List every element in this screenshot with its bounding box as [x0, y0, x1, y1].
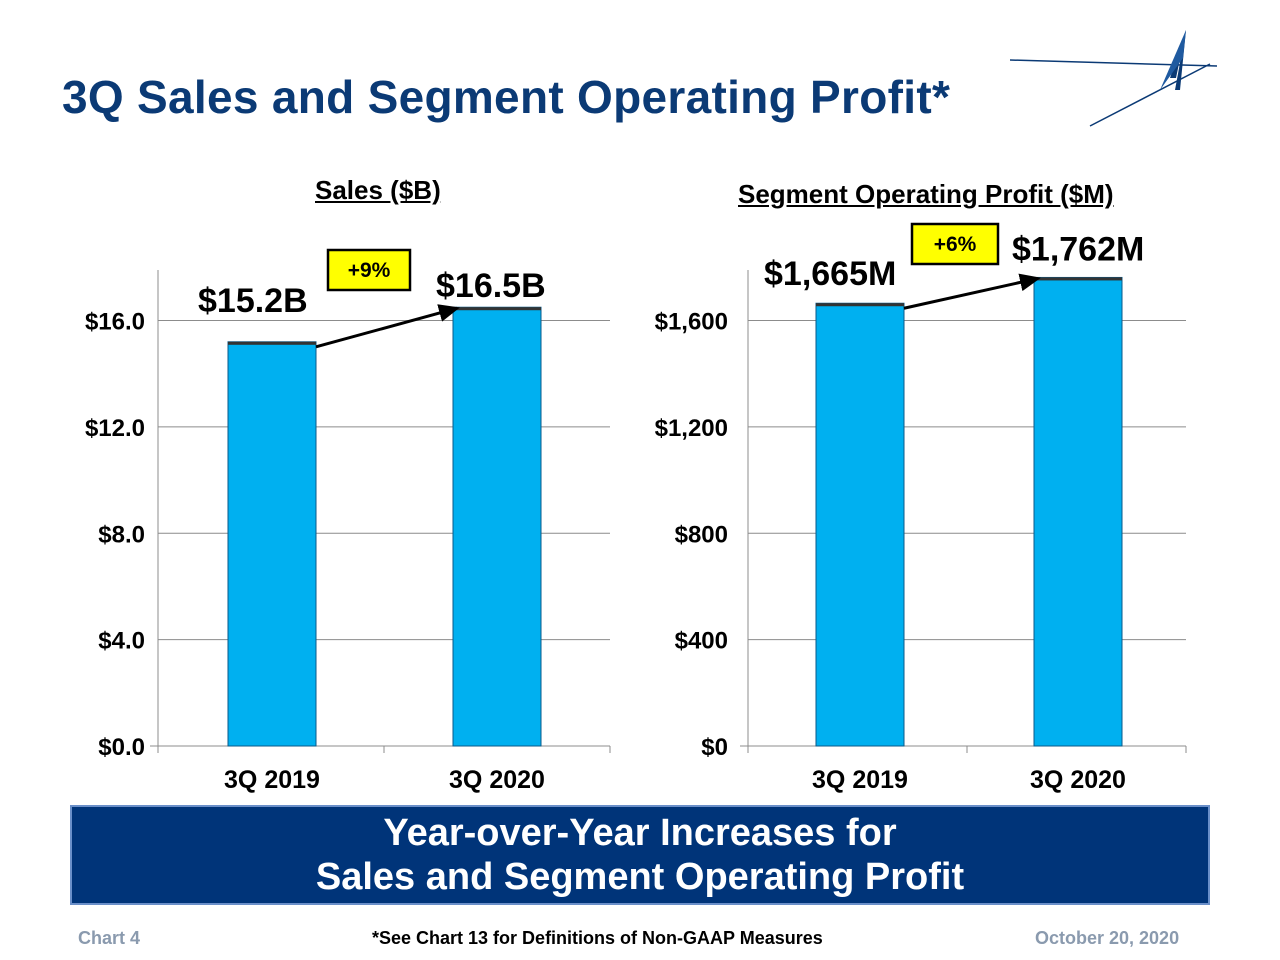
sales-bar-top-edge: [453, 307, 541, 311]
profit-y-tick-label: $1,600: [655, 309, 728, 336]
profit-value-label: $1,762M: [1012, 230, 1144, 268]
footer-date: October 20, 2020: [1035, 928, 1180, 948]
banner-line-1: Year-over-Year Increases for: [383, 812, 897, 854]
sales-y-tick-label: $0.0: [98, 734, 145, 761]
profit-y-tick-label: $400: [675, 628, 728, 655]
slide-title: 3Q Sales and Segment Operating Profit*: [62, 71, 951, 123]
sales-bar-top-edge: [228, 341, 316, 345]
sales-value-label: $15.2B: [198, 282, 308, 320]
profit-chart-title: Segment Operating Profit ($M): [738, 179, 1114, 209]
sales-y-tick-label: $4.0: [98, 628, 145, 655]
sales-value-label: $16.5B: [436, 267, 546, 305]
sales-chart-title: Sales ($B): [315, 175, 441, 205]
profit-value-label: $1,665M: [764, 255, 896, 293]
sales-bar: [452, 306, 542, 747]
profit-category-label: 3Q 2020: [1030, 766, 1126, 794]
sales-y-tick-label: $12.0: [85, 415, 145, 442]
footer-chart-number: Chart 4: [78, 928, 141, 948]
summary-banner: Year-over-Year Increases for Sales and S…: [70, 805, 1210, 905]
footer-note: *See Chart 13 for Definitions of Non-GAA…: [372, 928, 823, 948]
profit-bar: [1033, 276, 1123, 747]
sales-change-badge-label: +9%: [348, 259, 391, 282]
profit-change-badge-label: +6%: [934, 233, 977, 256]
sales-y-tick-label: $16.0: [85, 309, 145, 336]
profit-growth-arrow: [903, 273, 1041, 310]
sales-growth-arrow: [315, 304, 460, 349]
banner-line-2: Sales and Segment Operating Profit: [315, 856, 965, 898]
sales-y-tick-label: $8.0: [98, 521, 145, 548]
profit-bar-top-edge: [1034, 277, 1122, 281]
star-logo-icon: [1010, 30, 1218, 127]
profit-bar: [815, 302, 905, 747]
profit-y-tick-label: $800: [675, 521, 728, 548]
sales-category-label: 3Q 2020: [449, 766, 545, 794]
sales-bar: [227, 341, 317, 747]
profit-category-label: 3Q 2019: [812, 766, 908, 794]
sales-change-badge: [326, 248, 412, 292]
profit-bar-top-edge: [816, 303, 904, 307]
profit-y-tick-label: $1,200: [655, 415, 728, 442]
sales-category-label: 3Q 2019: [224, 766, 320, 794]
profit-y-tick-label: $0: [701, 734, 728, 761]
profit-change-badge: [910, 222, 1000, 266]
